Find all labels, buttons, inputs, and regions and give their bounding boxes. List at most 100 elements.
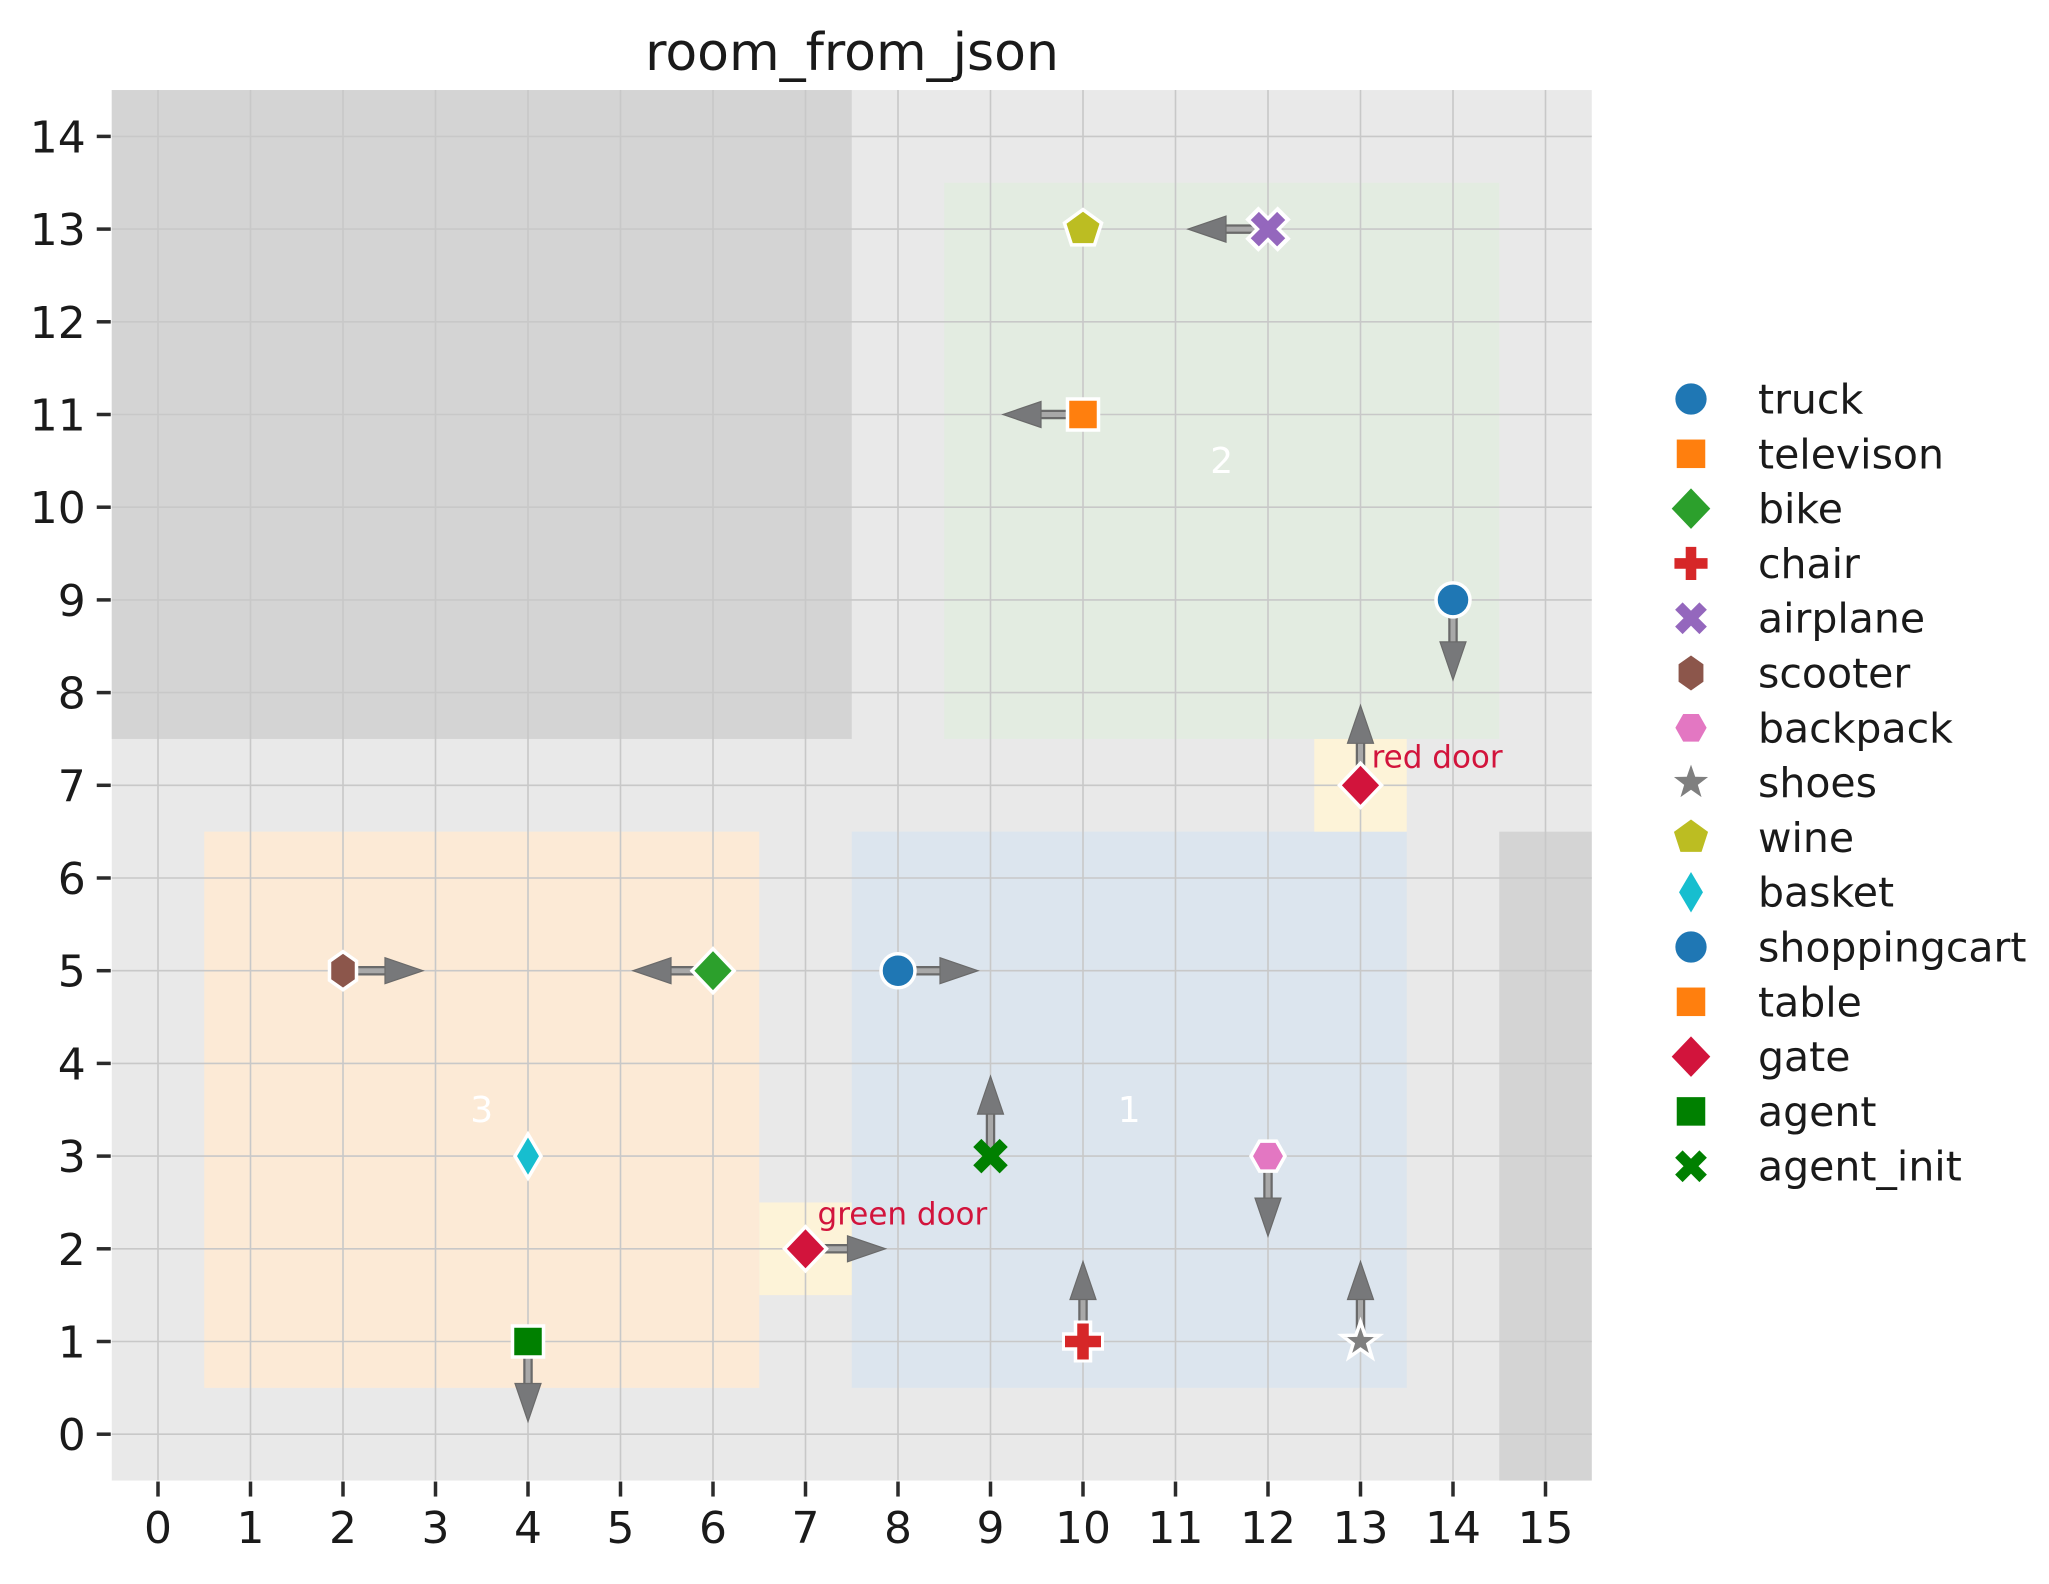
marker-chair [1062, 1320, 1104, 1363]
legend-label-truck: truck [1758, 376, 1863, 424]
y-tick-label-10: 10 [30, 483, 86, 534]
star-shape [1336, 1316, 1385, 1362]
marker-televison [1065, 397, 1101, 432]
legend-label-agent: agent [1758, 1088, 1876, 1136]
diamond-shape [782, 1224, 829, 1274]
legend-label-gate: gate [1758, 1033, 1850, 1081]
legend-item-bike: bike [1671, 485, 1843, 533]
legend-item-airplane: airplane [1675, 595, 1925, 643]
thin-diamond-shape [512, 1130, 544, 1182]
y-tick-label-7: 7 [58, 761, 86, 812]
legend-item-shoppingcart: shoppingcart [1675, 924, 2026, 972]
legend-marker-gate [1671, 1036, 1711, 1077]
arrow-head [846, 1234, 888, 1263]
arrow-head [976, 1074, 1005, 1115]
legend-marker-bike [1671, 488, 1711, 529]
thin-diamond-shape [1679, 871, 1703, 913]
square-shape [1065, 397, 1101, 432]
x-tick-label-1: 1 [237, 1503, 265, 1554]
room-label-2: 2 [1210, 441, 1233, 482]
square-shape [1676, 439, 1706, 469]
x-shape [1675, 602, 1707, 635]
circle-shape [1675, 931, 1707, 963]
marker-gate-green-door [782, 1224, 829, 1274]
legend-label-televison: televison [1758, 430, 1944, 478]
x-tick-label-8: 8 [884, 1503, 912, 1554]
legend-marker-chair [1674, 546, 1708, 580]
x-tick-label-2: 2 [329, 1503, 357, 1554]
y-tick-label-6: 6 [58, 854, 86, 905]
legend-label-airplane: airplane [1758, 595, 1925, 643]
arrow-head [1439, 641, 1467, 682]
marker-bike [689, 946, 737, 996]
legend-label-agent_init: agent_init [1758, 1143, 1962, 1191]
legend-label-scooter: scooter [1758, 650, 1910, 698]
diamond-shape [689, 946, 737, 996]
arrow-head [1001, 400, 1042, 429]
x-shape [1250, 211, 1286, 247]
y-tick-label-12: 12 [30, 298, 86, 349]
legend-marker-basket [1679, 871, 1703, 913]
arrow-head [1346, 1259, 1375, 1301]
y-tick-label-14: 14 [30, 112, 86, 163]
hexagon-v-shape [327, 949, 359, 992]
square-shape [1676, 987, 1706, 1017]
legend-item-backpack: backpack [1675, 704, 1953, 752]
legend-item-agent: agent [1676, 1088, 1876, 1136]
star-shape [1673, 764, 1709, 798]
x-tick-label-15: 15 [1518, 1503, 1574, 1554]
arrow-head [1254, 1197, 1282, 1238]
marker-agent_init [973, 1138, 1008, 1174]
legend: truck televison bike chair airplane scooter ba… [1671, 376, 2026, 1191]
arrow-head [1346, 703, 1375, 744]
room-number-labels-layer: 2 3 1 [470, 441, 1233, 1131]
object-markers-layer [327, 206, 1472, 1363]
legend-label-chair: chair [1758, 540, 1860, 588]
diamond-shape [1337, 760, 1384, 810]
hexagon-h-shape [1675, 714, 1707, 742]
marker-agent [510, 1324, 546, 1359]
y-tick-label-3: 3 [58, 1132, 86, 1183]
circle-shape [879, 951, 917, 990]
y-tick-label-11: 11 [30, 391, 86, 442]
y-tick-label-13: 13 [30, 205, 86, 256]
legend-label-shoes: shoes [1758, 759, 1877, 807]
arrow-head [939, 956, 980, 985]
legend-item-truck: truck [1675, 376, 1863, 424]
legend-item-scooter: scooter [1678, 650, 1910, 698]
legend-marker-table [1676, 987, 1706, 1017]
room-1 [851, 831, 1407, 1388]
y-tick-label-9: 9 [58, 576, 86, 627]
arrow-head [1069, 1259, 1097, 1301]
marker-shoppingcart [879, 951, 917, 990]
room-2 [944, 182, 1500, 739]
door-label-red-door: red door [1372, 740, 1503, 776]
x-tick-label-3: 3 [422, 1503, 450, 1554]
marker-truck [1434, 581, 1472, 619]
legend-item-agent_init: agent_init [1675, 1143, 1962, 1191]
plot-title: room_from_json [645, 23, 1059, 83]
square-shape [1676, 1097, 1706, 1126]
hexagon-v-shape [1678, 655, 1704, 691]
y-tick-label-5: 5 [58, 947, 86, 998]
legend-item-basket: basket [1679, 869, 1894, 917]
diamond-shape [1671, 1036, 1711, 1077]
legend-label-table: table [1758, 978, 1862, 1026]
arrow-head [514, 1382, 542, 1424]
y-tick-label-0: 0 [58, 1410, 86, 1461]
pentagon-shape [1673, 819, 1709, 852]
legend-marker-wine [1673, 819, 1709, 852]
hexagon-h-shape [1248, 1139, 1288, 1173]
legend-item-wine: wine [1673, 814, 1854, 862]
x-tick-label-5: 5 [607, 1503, 635, 1554]
arrow-head [384, 956, 425, 985]
legend-item-chair: chair [1674, 540, 1860, 588]
x-tick-label-10: 10 [1055, 1503, 1111, 1554]
x-tick-label-0: 0 [144, 1503, 172, 1554]
door-labels-layer: red door green door [818, 740, 1503, 1233]
marker-scooter [327, 949, 359, 992]
legend-item-table: table [1676, 978, 1862, 1026]
legend-item-televison: televison [1676, 430, 1944, 478]
